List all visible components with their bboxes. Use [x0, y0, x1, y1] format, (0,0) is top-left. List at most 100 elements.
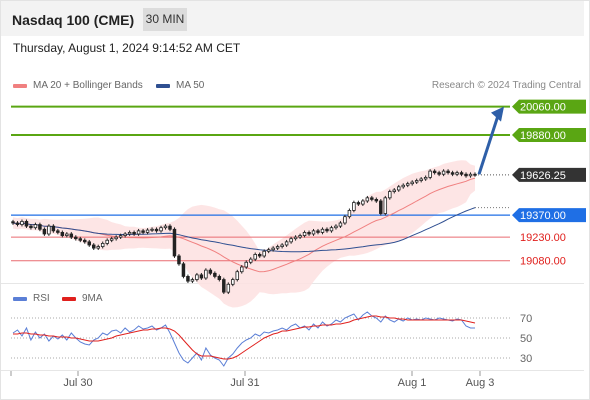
- legend-rsi: RSI: [13, 293, 50, 304]
- candle-down: [168, 225, 172, 230]
- candle-down: [459, 172, 464, 175]
- current-price-label: 19626.25: [520, 170, 566, 182]
- level-tag-resistance: [512, 127, 586, 142]
- candle-down: [199, 274, 204, 279]
- candle-up: [127, 232, 132, 235]
- candle-down: [379, 200, 383, 214]
- candle-down: [446, 170, 450, 174]
- ma20-swatch: [13, 83, 27, 88]
- rsi-ma-line: [13, 315, 476, 360]
- candle-down: [208, 269, 213, 274]
- candle-down: [42, 228, 47, 235]
- candle-down: [15, 222, 20, 225]
- candle-up: [410, 181, 414, 185]
- level-label-support: 19080.00: [520, 256, 566, 268]
- candle-up: [383, 197, 388, 214]
- candle-up: [266, 249, 271, 252]
- candle-down: [78, 238, 83, 241]
- level-tag-resistance: [512, 99, 586, 114]
- rsi-tick-label: 30: [520, 353, 532, 365]
- candle-down: [432, 170, 437, 174]
- candle-down: [213, 272, 217, 277]
- candle-up: [338, 222, 343, 227]
- candle-up: [159, 227, 163, 232]
- candle-up: [253, 254, 257, 260]
- candle-down: [307, 232, 311, 235]
- legend-ma20: MA 20 + Bollinger Bands: [13, 80, 143, 91]
- candle-up: [235, 271, 240, 280]
- candle-up: [118, 235, 123, 238]
- candle-down: [464, 173, 468, 177]
- candle-up: [150, 228, 154, 231]
- candle-up: [105, 239, 109, 244]
- candle-up: [365, 197, 370, 202]
- candle-up: [33, 224, 38, 229]
- level-tag-pivot: [512, 208, 586, 223]
- candle-up: [468, 173, 473, 177]
- rsi-line: [12, 311, 475, 367]
- x-tick-label: Jul 30: [63, 377, 92, 389]
- candle-up: [47, 225, 51, 235]
- level-label-pivot: 19370.00: [520, 210, 566, 222]
- candle-down: [473, 173, 477, 176]
- forecast-arrow-head: [491, 106, 504, 122]
- candle-down: [325, 228, 329, 232]
- candle-down: [154, 228, 159, 232]
- candle-up: [298, 235, 302, 238]
- candle-up: [123, 233, 127, 236]
- candle-up: [397, 186, 401, 191]
- candle-up: [401, 184, 405, 188]
- x-tick-label: Jul 31: [230, 377, 259, 389]
- axis-separator: [1, 370, 584, 371]
- ma9-swatch: [62, 296, 76, 301]
- candle-down: [374, 198, 379, 202]
- candle-up: [248, 258, 253, 263]
- candle-up: [231, 279, 235, 285]
- candle-up: [145, 229, 150, 233]
- candle-down: [141, 230, 145, 233]
- candle-down: [450, 172, 455, 175]
- candle-up: [293, 236, 298, 240]
- candle-up: [190, 279, 195, 282]
- candle-up: [280, 244, 284, 247]
- legend-ma50: MA 50: [156, 80, 204, 91]
- candle-down: [186, 276, 190, 282]
- candle-down: [60, 232, 65, 236]
- candle-down: [177, 255, 181, 265]
- ma9-label: 9MA: [82, 293, 103, 304]
- candle-up: [414, 180, 419, 183]
- candle-down: [91, 244, 96, 249]
- candle-up: [275, 246, 280, 249]
- rsi-swatch: [13, 296, 27, 301]
- level-label-support: 19230.00: [520, 232, 566, 244]
- candle-up: [96, 246, 100, 249]
- title-bar: Nasdaq 100 (CME) 30 MIN: [1, 1, 584, 36]
- rsi-label: RSI: [33, 293, 50, 304]
- candle-down: [181, 263, 186, 277]
- candle-up: [20, 221, 24, 225]
- candle-up: [405, 183, 410, 186]
- interval-badge[interactable]: 30 MIN: [143, 8, 187, 31]
- candle-up: [361, 200, 365, 205]
- candle-up: [109, 238, 114, 241]
- candle-up: [320, 228, 325, 233]
- candle-up: [419, 178, 423, 181]
- candle-down: [132, 232, 136, 235]
- candle-up: [311, 230, 316, 235]
- rsi-tick-label: 50: [520, 333, 532, 345]
- candle-up: [163, 225, 168, 229]
- candle-up: [244, 261, 248, 268]
- candle-up: [343, 216, 347, 224]
- current-price-tag: [512, 167, 586, 182]
- candle-up: [441, 170, 446, 175]
- ma50-line: [12, 207, 476, 253]
- candle-up: [262, 250, 266, 257]
- candle-up: [195, 274, 199, 280]
- copyright: Research © 2024 Trading Central: [431, 80, 581, 91]
- rsi-tick-label: 70: [520, 313, 532, 325]
- candle-down: [437, 172, 441, 175]
- ma20-label: MA 20 + Bollinger Bands: [33, 80, 143, 91]
- candle-up: [204, 269, 208, 279]
- candle-up: [392, 189, 397, 192]
